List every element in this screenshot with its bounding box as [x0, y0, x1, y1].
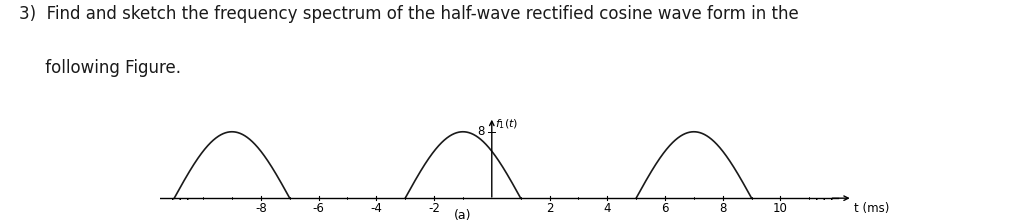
Text: 3)  Find and sketch the frequency spectrum of the half-wave rectified cosine wav: 3) Find and sketch the frequency spectru… — [19, 5, 798, 23]
Text: -2: -2 — [428, 202, 440, 215]
Text: 8: 8 — [477, 125, 485, 138]
Text: following Figure.: following Figure. — [19, 59, 180, 77]
Text: 2: 2 — [545, 202, 554, 215]
Text: -8: -8 — [255, 202, 267, 215]
Text: ...: ... — [169, 190, 192, 203]
Text: -4: -4 — [370, 202, 383, 215]
Text: ...: ... — [812, 190, 835, 203]
Text: 8: 8 — [719, 202, 727, 215]
Text: 6: 6 — [661, 202, 669, 215]
Text: t (ms): t (ms) — [854, 202, 890, 215]
Text: 4: 4 — [603, 202, 611, 215]
Text: 10: 10 — [773, 202, 788, 215]
Text: -6: -6 — [312, 202, 325, 215]
Text: $f_1(t)$: $f_1(t)$ — [495, 118, 519, 131]
Text: (a): (a) — [455, 209, 471, 222]
